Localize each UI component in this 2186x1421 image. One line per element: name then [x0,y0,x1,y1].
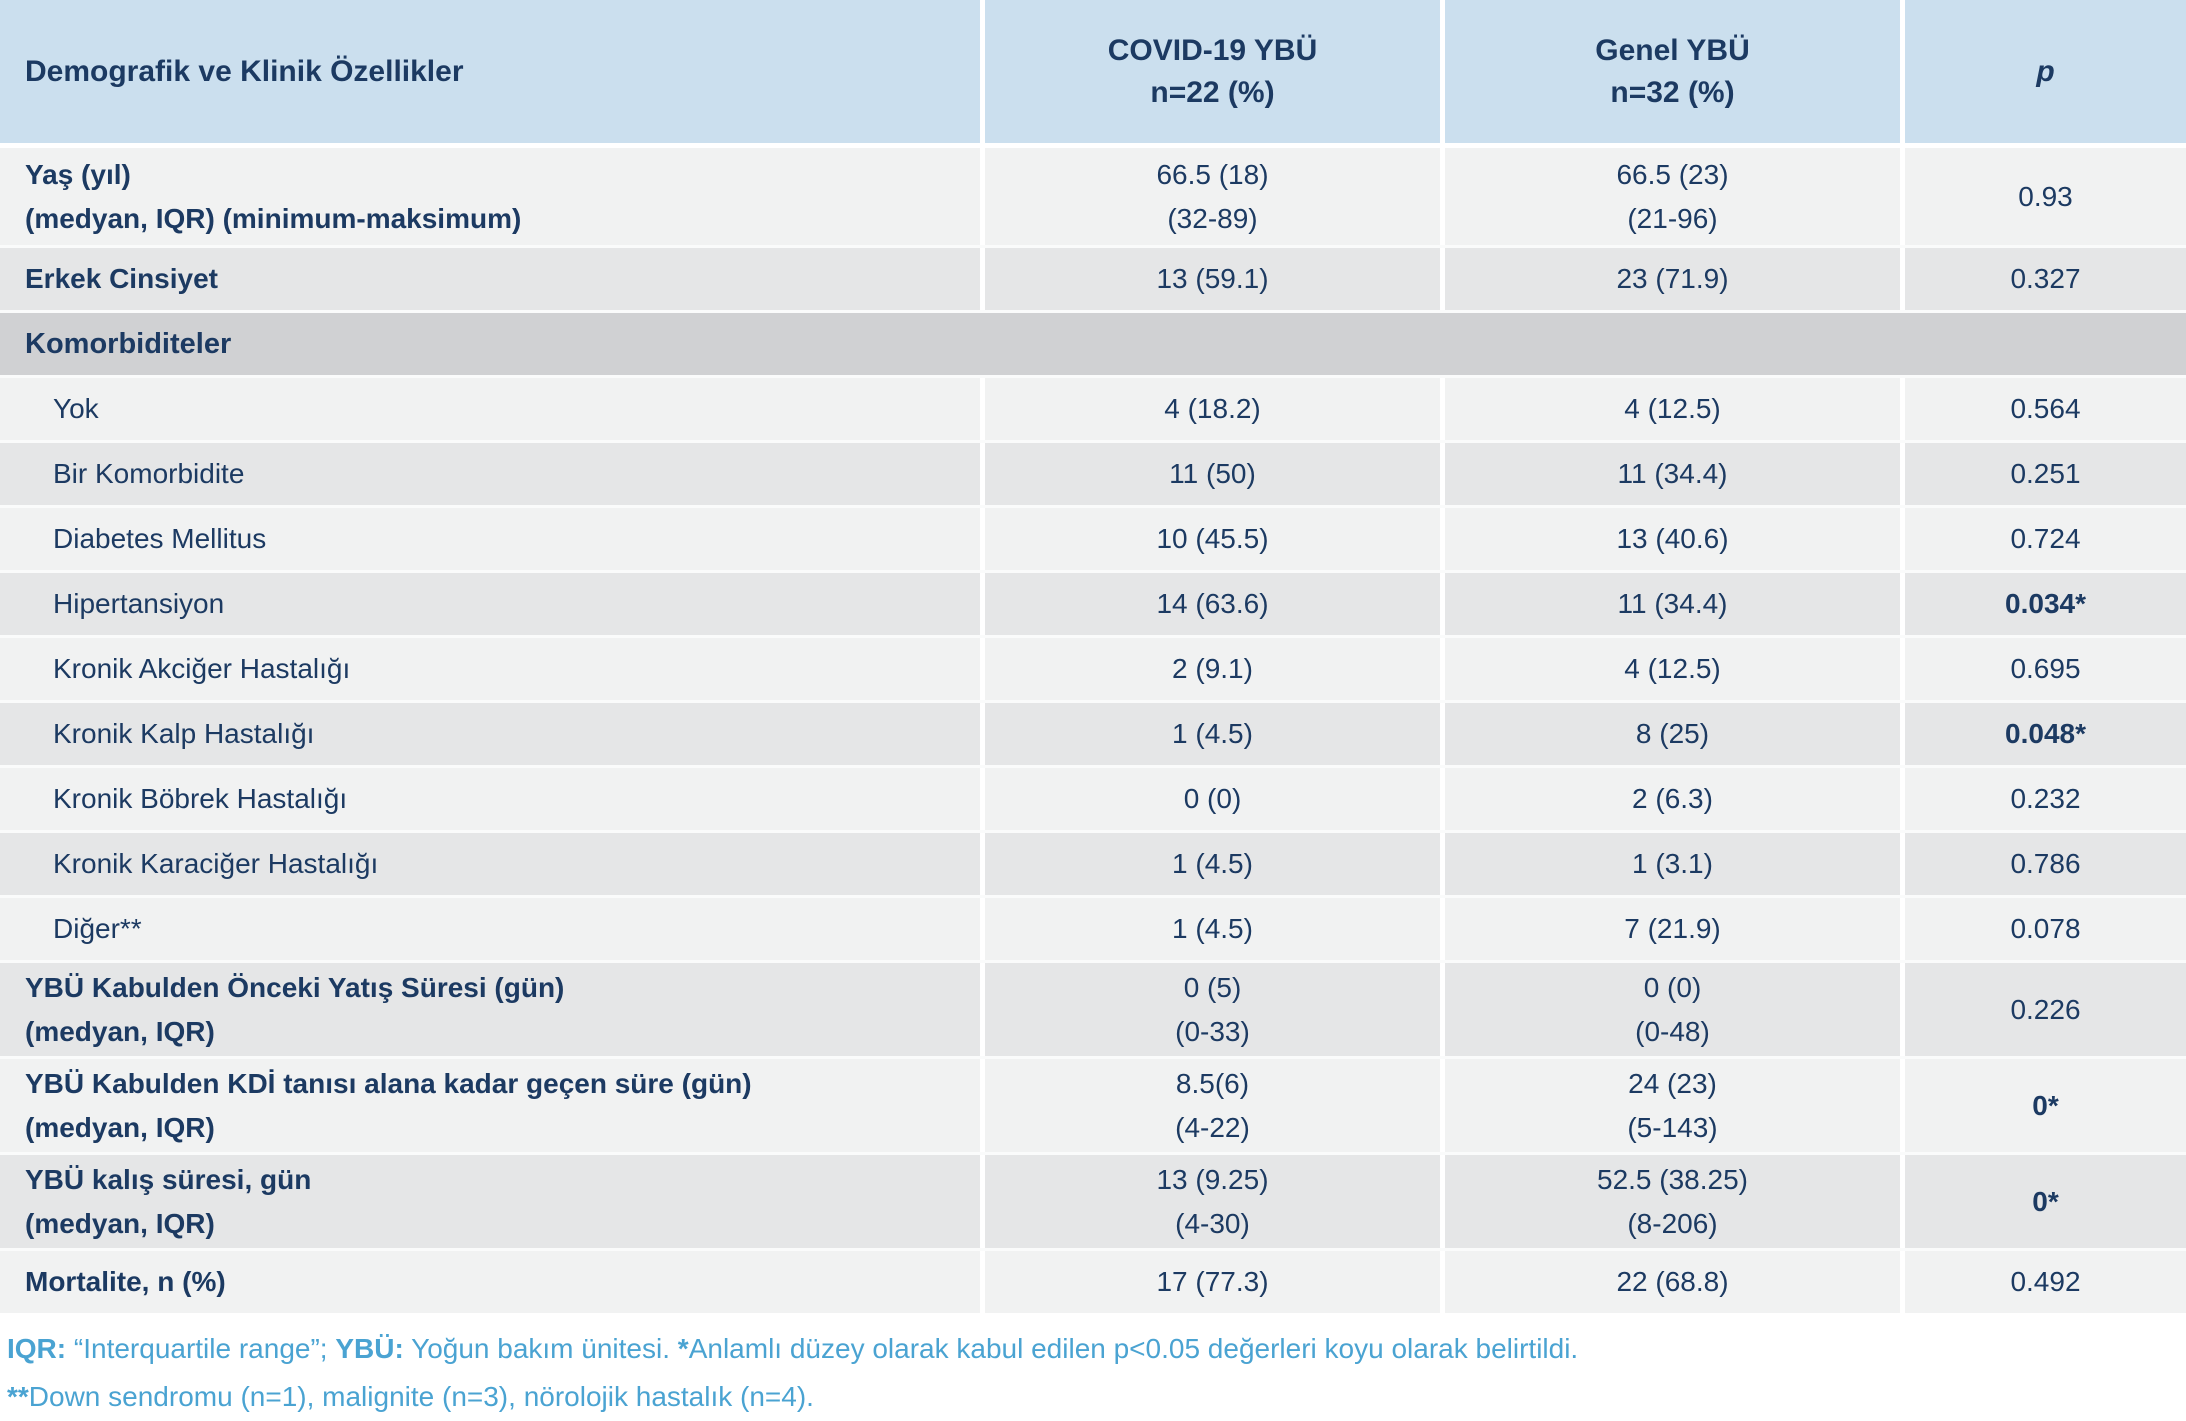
p-value: 0.564 [1900,378,2186,440]
genel-value: 8 (25) [1440,703,1900,765]
p-value: 0.786 [1900,833,2186,895]
genel-value: 66.5 (23) (21-96) [1440,148,1900,245]
table-body: Yaş (yıl) (medyan, IQR) (minimum-maksimum… [0,148,2186,1313]
table-row: Erkek Cinsiyet 13 (59.1) 23 (71.9) 0.327 [0,245,2186,310]
table-row: Yok 4 (18.2) 4 (12.5) 0.564 [0,375,2186,440]
footnote-term: IQR: [7,1333,67,1364]
covid-value: 10 (45.5) [980,508,1440,570]
covid-value: 66.5 (18) (32-89) [980,148,1440,245]
row-label: Kronik Karaciğer Hastalığı [53,848,379,879]
footnote-text: Yoğun bakım ünitesi. [403,1333,678,1364]
footnote-line-2: **Down sendromu (n=1), malignite (n=3), … [7,1373,2186,1421]
genel-value: 13 (40.6) [1440,508,1900,570]
row-label: YBÜ kalış süresi, gün (medyan, IQR) [25,1163,312,1239]
genel-value: 4 (12.5) [1440,378,1900,440]
row-label: Yaş (yıl) (medyan, IQR) (minimum-maksimum… [25,158,522,234]
demographics-clinical-table: Demografik ve Klinik Özellikler COVID-19… [0,0,2186,1313]
row-label: Yok [53,393,99,424]
covid-value: 2 (9.1) [980,638,1440,700]
table-row: Diabetes Mellitus 10 (45.5) 13 (40.6) 0.724 [0,505,2186,570]
covid-value: 8.5(6) (4-22) [980,1059,1440,1152]
footnote-term: ** [7,1381,29,1412]
row-label: YBÜ Kabulden KDİ tanısı alana kadar geçe… [25,1067,752,1143]
row-label: Hipertansiyon [53,588,225,619]
section-label: Komorbiditeler [25,328,232,360]
footnote-line-1: IQR: “Interquartile range”; YBÜ: Yoğun b… [7,1325,2186,1373]
p-value: 0.327 [1900,248,2186,310]
header-genel-ybu: Genel YBÜ n=32 (%) [1440,0,1900,143]
genel-value: 24 (23) (5-143) [1440,1059,1900,1152]
section-row: Komorbiditeler [0,310,2186,375]
covid-value: 11 (50) [980,443,1440,505]
table-row: Bir Komorbidite 11 (50) 11 (34.4) 0.251 [0,440,2186,505]
genel-value: 11 (34.4) [1440,443,1900,505]
p-value: 0* [1900,1155,2186,1248]
table-row: Kronik Böbrek Hastalığı 0 (0) 2 (6.3) 0.232 [0,765,2186,830]
genel-value: 0 (0) (0-48) [1440,963,1900,1056]
p-value: 0.695 [1900,638,2186,700]
covid-value: 17 (77.3) [980,1251,1440,1313]
footnote-text: Down sendromu (n=1), malignite (n=3), nö… [28,1381,814,1412]
p-value: 0* [1900,1059,2186,1152]
covid-value: 14 (63.6) [980,573,1440,635]
table-row: Mortalite, n (%) 17 (77.3) 22 (68.8) 0.492 [0,1248,2186,1313]
table-row: YBÜ Kabulden Önceki Yatış Süresi (gün) (m… [0,960,2186,1056]
covid-value: 13 (59.1) [980,248,1440,310]
table-row: Hipertansiyon 14 (63.6) 11 (34.4) 0.034* [0,570,2186,635]
covid-value: 4 (18.2) [980,378,1440,440]
table-row: Kronik Akciğer Hastalığı 2 (9.1) 4 (12.5) 0… [0,635,2186,700]
header-demografik-ve-klinik: Demografik ve Klinik Özellikler [25,54,464,88]
genel-value: 52.5 (38.25) (8-206) [1440,1155,1900,1248]
table-row: Kronik Kalp Hastalığı 1 (4.5) 8 (25) 0.048* [0,700,2186,765]
table-row: YBÜ Kabulden KDİ tanısı alana kadar geçe… [0,1056,2186,1152]
table-row: Yaş (yıl) (medyan, IQR) (minimum-maksimum… [0,148,2186,245]
genel-value: 11 (34.4) [1440,573,1900,635]
covid-value: 1 (4.5) [980,898,1440,960]
genel-value: 2 (6.3) [1440,768,1900,830]
row-label: Mortalite, n (%) [25,1266,226,1297]
p-value: 0.078 [1900,898,2186,960]
row-label: Kronik Böbrek Hastalığı [53,783,348,814]
covid-value: 13 (9.25) (4-30) [980,1155,1440,1248]
p-value: 0.492 [1900,1251,2186,1313]
genel-value: 7 (21.9) [1440,898,1900,960]
p-value: 0.226 [1900,963,2186,1056]
genel-value: 23 (71.9) [1440,248,1900,310]
p-value: 0.034* [1900,573,2186,635]
covid-value: 1 (4.5) [980,833,1440,895]
table-header-row: Demografik ve Klinik Özellikler COVID-19… [0,0,2186,143]
header-p: p [1900,0,2186,143]
table-row: YBÜ kalış süresi, gün (medyan, IQR) 13 (9.… [0,1152,2186,1248]
genel-value: 1 (3.1) [1440,833,1900,895]
p-value: 0.251 [1900,443,2186,505]
row-label: Erkek Cinsiyet [25,263,218,294]
header-covid19-ybu: COVID-19 YBÜ n=22 (%) [980,0,1440,143]
row-label: Bir Komorbidite [53,458,245,489]
row-label: Kronik Akciğer Hastalığı [53,653,351,684]
row-label: Diğer** [53,913,142,944]
table-row: Diğer** 1 (4.5) 7 (21.9) 0.078 [0,895,2186,960]
p-value: 0.232 [1900,768,2186,830]
table-row: Kronik Karaciğer Hastalığı 1 (4.5) 1 (3.1)… [0,830,2186,895]
row-label: Diabetes Mellitus [53,523,267,554]
row-label: Kronik Kalp Hastalığı [53,718,315,749]
p-value: 0.048* [1900,703,2186,765]
row-label: YBÜ Kabulden Önceki Yatış Süresi (gün) (m… [25,971,565,1047]
footnote-text: “Interquartile range”; [66,1333,336,1364]
footnote-text: Anlamlı düzey olarak kabul edilen p<0.05… [688,1333,1579,1364]
footnote-term: * [677,1333,689,1364]
covid-value: 1 (4.5) [980,703,1440,765]
p-value: 0.724 [1900,508,2186,570]
footnotes: IQR: “Interquartile range”; YBÜ: Yoğun b… [0,1325,2186,1421]
p-value: 0.93 [1900,148,2186,245]
genel-value: 4 (12.5) [1440,638,1900,700]
covid-value: 0 (0) [980,768,1440,830]
covid-value: 0 (5) (0-33) [980,963,1440,1056]
genel-value: 22 (68.8) [1440,1251,1900,1313]
footnote-term: YBÜ: [335,1333,404,1364]
